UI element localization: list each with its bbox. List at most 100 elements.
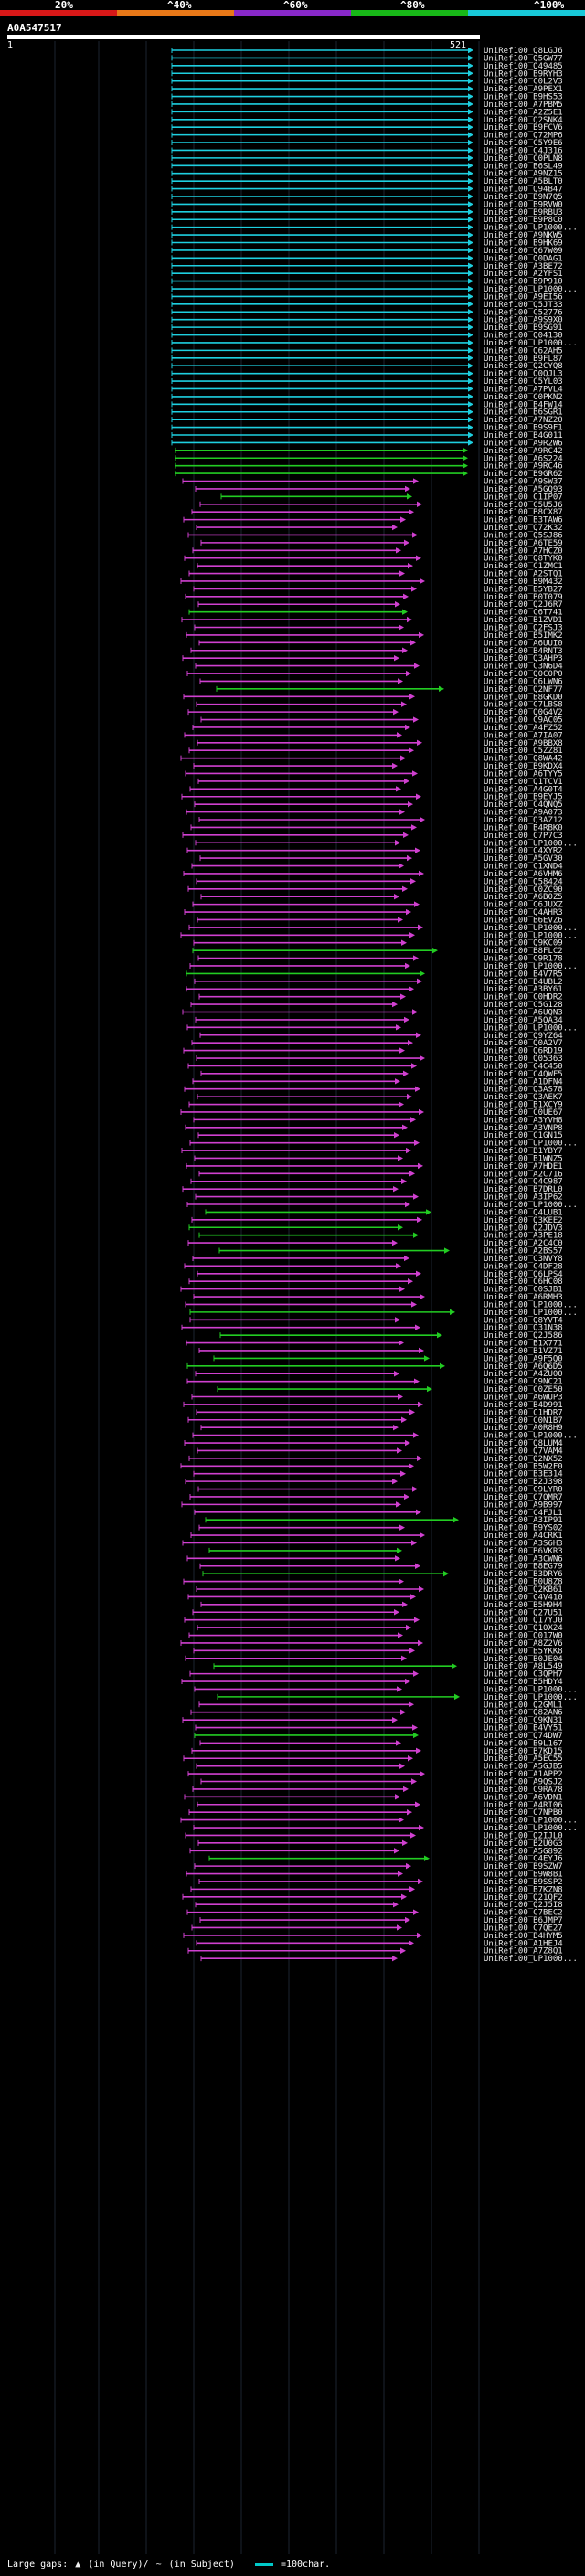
hit-row[interactable]: UniRef100_A5GV30	[199, 854, 563, 864]
hit-row[interactable]: UniRef100_C0ZE50	[217, 1385, 563, 1394]
hit-id-label[interactable]: UniRef100_A1APP2	[484, 1770, 563, 1779]
hit-row[interactable]: UniRef100_A6S224	[175, 454, 563, 463]
hit-id-label[interactable]: UniRef100_A6VHM6	[484, 870, 563, 879]
hit-row[interactable]: UniRef100_Q8YVT4	[189, 1316, 563, 1325]
hit-id-label[interactable]: UniRef100_B6EVZ6	[484, 916, 563, 925]
hit-id-label[interactable]: UniRef100_Q2FSJ3	[484, 624, 563, 633]
hit-id-label[interactable]: UniRef100_Q6LPS4	[484, 1270, 563, 1279]
hit-id-label[interactable]: UniRef100_C7P7C3	[484, 832, 563, 841]
hit-id-label[interactable]: UniRef100_A3IP62	[484, 1193, 563, 1203]
hit-row[interactable]: UniRef100_Q4LUB1	[205, 1208, 563, 1217]
hit-row[interactable]: UniRef100_Q2JDV3	[188, 1224, 563, 1233]
hit-id-label[interactable]: UniRef100_Q4LUB1	[484, 1208, 563, 1217]
hit-id-label[interactable]: UniRef100_Q72K32	[484, 524, 563, 533]
hit-row[interactable]: UniRef100_C7BEC2	[186, 1909, 563, 1918]
hit-row[interactable]: UniRef100_C5Y9E6	[171, 139, 563, 148]
hit-id-label[interactable]: UniRef100_A4ZU00	[484, 1370, 563, 1379]
hit-row[interactable]: UniRef100_Q2FSJ3	[194, 624, 563, 633]
hit-row[interactable]: UniRef100_B9RBU3	[171, 208, 563, 217]
hit-row[interactable]: UniRef100_Q3AEK7	[197, 1093, 563, 1102]
hit-id-label[interactable]: UniRef100_Q2J586	[484, 1331, 563, 1341]
hit-id-label[interactable]: UniRef100_C7NPB0	[484, 1808, 563, 1818]
hit-id-label[interactable]: UniRef100_UP1000...	[484, 1432, 578, 1441]
hit-row[interactable]: UniRef100_B0T079	[185, 593, 563, 602]
hit-row[interactable]: UniRef100_B2J398	[185, 1478, 563, 1487]
hit-id-label[interactable]: UniRef100_C0L2V3	[484, 78, 563, 87]
hit-id-label[interactable]: UniRef100_C1GN15	[484, 1131, 563, 1140]
hit-row[interactable]: UniRef100_UP1000...	[180, 1817, 578, 1826]
hit-row[interactable]: UniRef100_Q74DW7	[194, 1732, 563, 1741]
hit-row[interactable]: UniRef100_B9L167	[199, 1739, 563, 1748]
hit-id-label[interactable]: UniRef100_C1ZMC1	[484, 562, 563, 571]
hit-row[interactable]: UniRef100_C5YL03	[171, 377, 563, 387]
hit-id-label[interactable]: UniRef100_A2STQ1	[484, 570, 563, 579]
hit-row[interactable]: UniRef100_C0PKN2	[171, 393, 563, 402]
hit-row[interactable]: UniRef100_A4ZU00	[195, 1370, 563, 1379]
hit-row[interactable]: UniRef100_C1IP07	[220, 493, 563, 502]
hit-row[interactable]: UniRef100_B9YS02	[198, 1524, 563, 1533]
hit-row[interactable]: UniRef100_A9EI56	[171, 292, 563, 302]
hit-row[interactable]: UniRef100_C9LYR0	[197, 1486, 563, 1495]
hit-id-label[interactable]: UniRef100_Q31N38	[484, 1324, 563, 1333]
hit-row[interactable]: UniRef100_Q2GML1	[198, 1701, 563, 1710]
hit-id-label[interactable]: UniRef100_C0ZE50	[484, 1385, 563, 1394]
hit-row[interactable]: UniRef100_UP1000...	[189, 1309, 578, 1318]
hit-row[interactable]: UniRef100_Q62AH5	[171, 346, 563, 355]
hit-id-label[interactable]: UniRef100_Q82AN6	[484, 1709, 563, 1718]
hit-row[interactable]: UniRef100_C9AC05	[200, 716, 563, 726]
hit-id-label[interactable]: UniRef100_A9A073	[484, 809, 563, 818]
hit-row[interactable]: UniRef100_B8CX87	[191, 508, 563, 517]
hit-row[interactable]: UniRef100_A7PVL4	[171, 385, 563, 394]
hit-id-label[interactable]: UniRef100_B8CX87	[484, 508, 563, 517]
hit-row[interactable]: UniRef100_Q58424	[196, 877, 563, 886]
hit-id-label[interactable]: UniRef100_C7BEC2	[484, 1909, 563, 1918]
hit-row[interactable]: UniRef100_A2C4C0	[187, 1239, 563, 1248]
hit-row[interactable]: UniRef100_A3BE72	[171, 262, 563, 271]
hit-id-label[interactable]: UniRef100_Q2GML1	[484, 1701, 563, 1710]
hit-id-label[interactable]: UniRef100_A9B997	[484, 1500, 563, 1510]
hit-id-label[interactable]: UniRef100_A4CRK1	[484, 1532, 563, 1541]
hit-id-label[interactable]: UniRef100_C3N6D4	[484, 663, 563, 672]
hit-row[interactable]: UniRef100_A7Z8Q1	[187, 1947, 563, 1956]
hit-id-label[interactable]: UniRef100_C0HDR2	[484, 993, 563, 1002]
hit-id-label[interactable]: UniRef100_Q8LUM4	[484, 1439, 563, 1448]
hit-row[interactable]: UniRef100_A5BLT0	[171, 177, 563, 186]
hit-id-label[interactable]: UniRef100_A1HEJ4	[484, 1939, 563, 1948]
hit-row[interactable]: UniRef100_A7HDE1	[186, 1162, 563, 1171]
hit-row[interactable]: UniRef100_B4VY51	[195, 1724, 563, 1733]
hit-row[interactable]: UniRef100_C6T741	[188, 609, 563, 618]
hit-id-label[interactable]: UniRef100_Q0A2V7	[484, 1039, 563, 1048]
hit-id-label[interactable]: UniRef100_B6SGR1	[484, 408, 563, 418]
hit-row[interactable]: UniRef100_Q8TYK0	[184, 555, 563, 564]
hit-row[interactable]: UniRef100_Q8LUM4	[184, 1439, 563, 1448]
hit-id-label[interactable]: UniRef100_B1ZVD1	[484, 616, 563, 625]
hit-id-label[interactable]: UniRef100_A5EC55	[484, 1754, 563, 1764]
hit-id-label[interactable]: UniRef100_B0T079	[484, 593, 563, 602]
hit-id-label[interactable]: UniRef100_Q6RD19	[484, 1047, 563, 1056]
hit-id-label[interactable]: UniRef100_Q62AH5	[484, 346, 563, 355]
hit-id-label[interactable]: UniRef100_B6VKR3	[484, 1547, 563, 1556]
hit-id-label[interactable]: UniRef100_C4QNQ5	[484, 800, 563, 810]
hit-row[interactable]: UniRef100_B9KDX4	[193, 762, 563, 771]
hit-id-label[interactable]: UniRef100_Q0QJL3	[484, 370, 563, 379]
hit-id-label[interactable]: UniRef100_B9FCV6	[484, 123, 563, 133]
hit-row[interactable]: UniRef100_Q3AS78	[184, 1086, 563, 1095]
hit-row[interactable]: UniRef100_A2STQ1	[188, 570, 563, 579]
hit-row[interactable]: UniRef100_C1HDR7	[196, 1408, 563, 1417]
hit-id-label[interactable]: UniRef100_B1X771	[484, 1340, 563, 1349]
hit-row[interactable]: UniRef100_C4EYJ6	[208, 1855, 563, 1864]
hit-id-label[interactable]: UniRef100_Q3AEK7	[484, 1093, 563, 1102]
hit-id-label[interactable]: UniRef100_B3DRY6	[484, 1570, 563, 1579]
hit-id-label[interactable]: UniRef100_B9GR62	[484, 470, 563, 479]
hit-row[interactable]: UniRef100_B4RBK0	[190, 823, 563, 832]
hit-id-label[interactable]: UniRef100_C1XND4	[484, 863, 563, 872]
hit-id-label[interactable]: UniRef100_B2J398	[484, 1478, 563, 1487]
hit-id-label[interactable]: UniRef100_Q3AHP3	[484, 654, 563, 663]
hit-row[interactable]: UniRef100_Q6LWN6	[199, 677, 563, 686]
hit-id-label[interactable]: UniRef100_UP1000...	[484, 924, 578, 933]
hit-row[interactable]: UniRef100_C0N1B7	[187, 1416, 563, 1426]
hit-id-label[interactable]: UniRef100_Q8YVT4	[484, 1316, 563, 1325]
hit-id-label[interactable]: UniRef100_Q58424	[484, 877, 563, 886]
hit-id-label[interactable]: UniRef100_UP1000...	[484, 1201, 578, 1210]
hit-id-label[interactable]: UniRef100_C4QWF5	[484, 1070, 563, 1079]
